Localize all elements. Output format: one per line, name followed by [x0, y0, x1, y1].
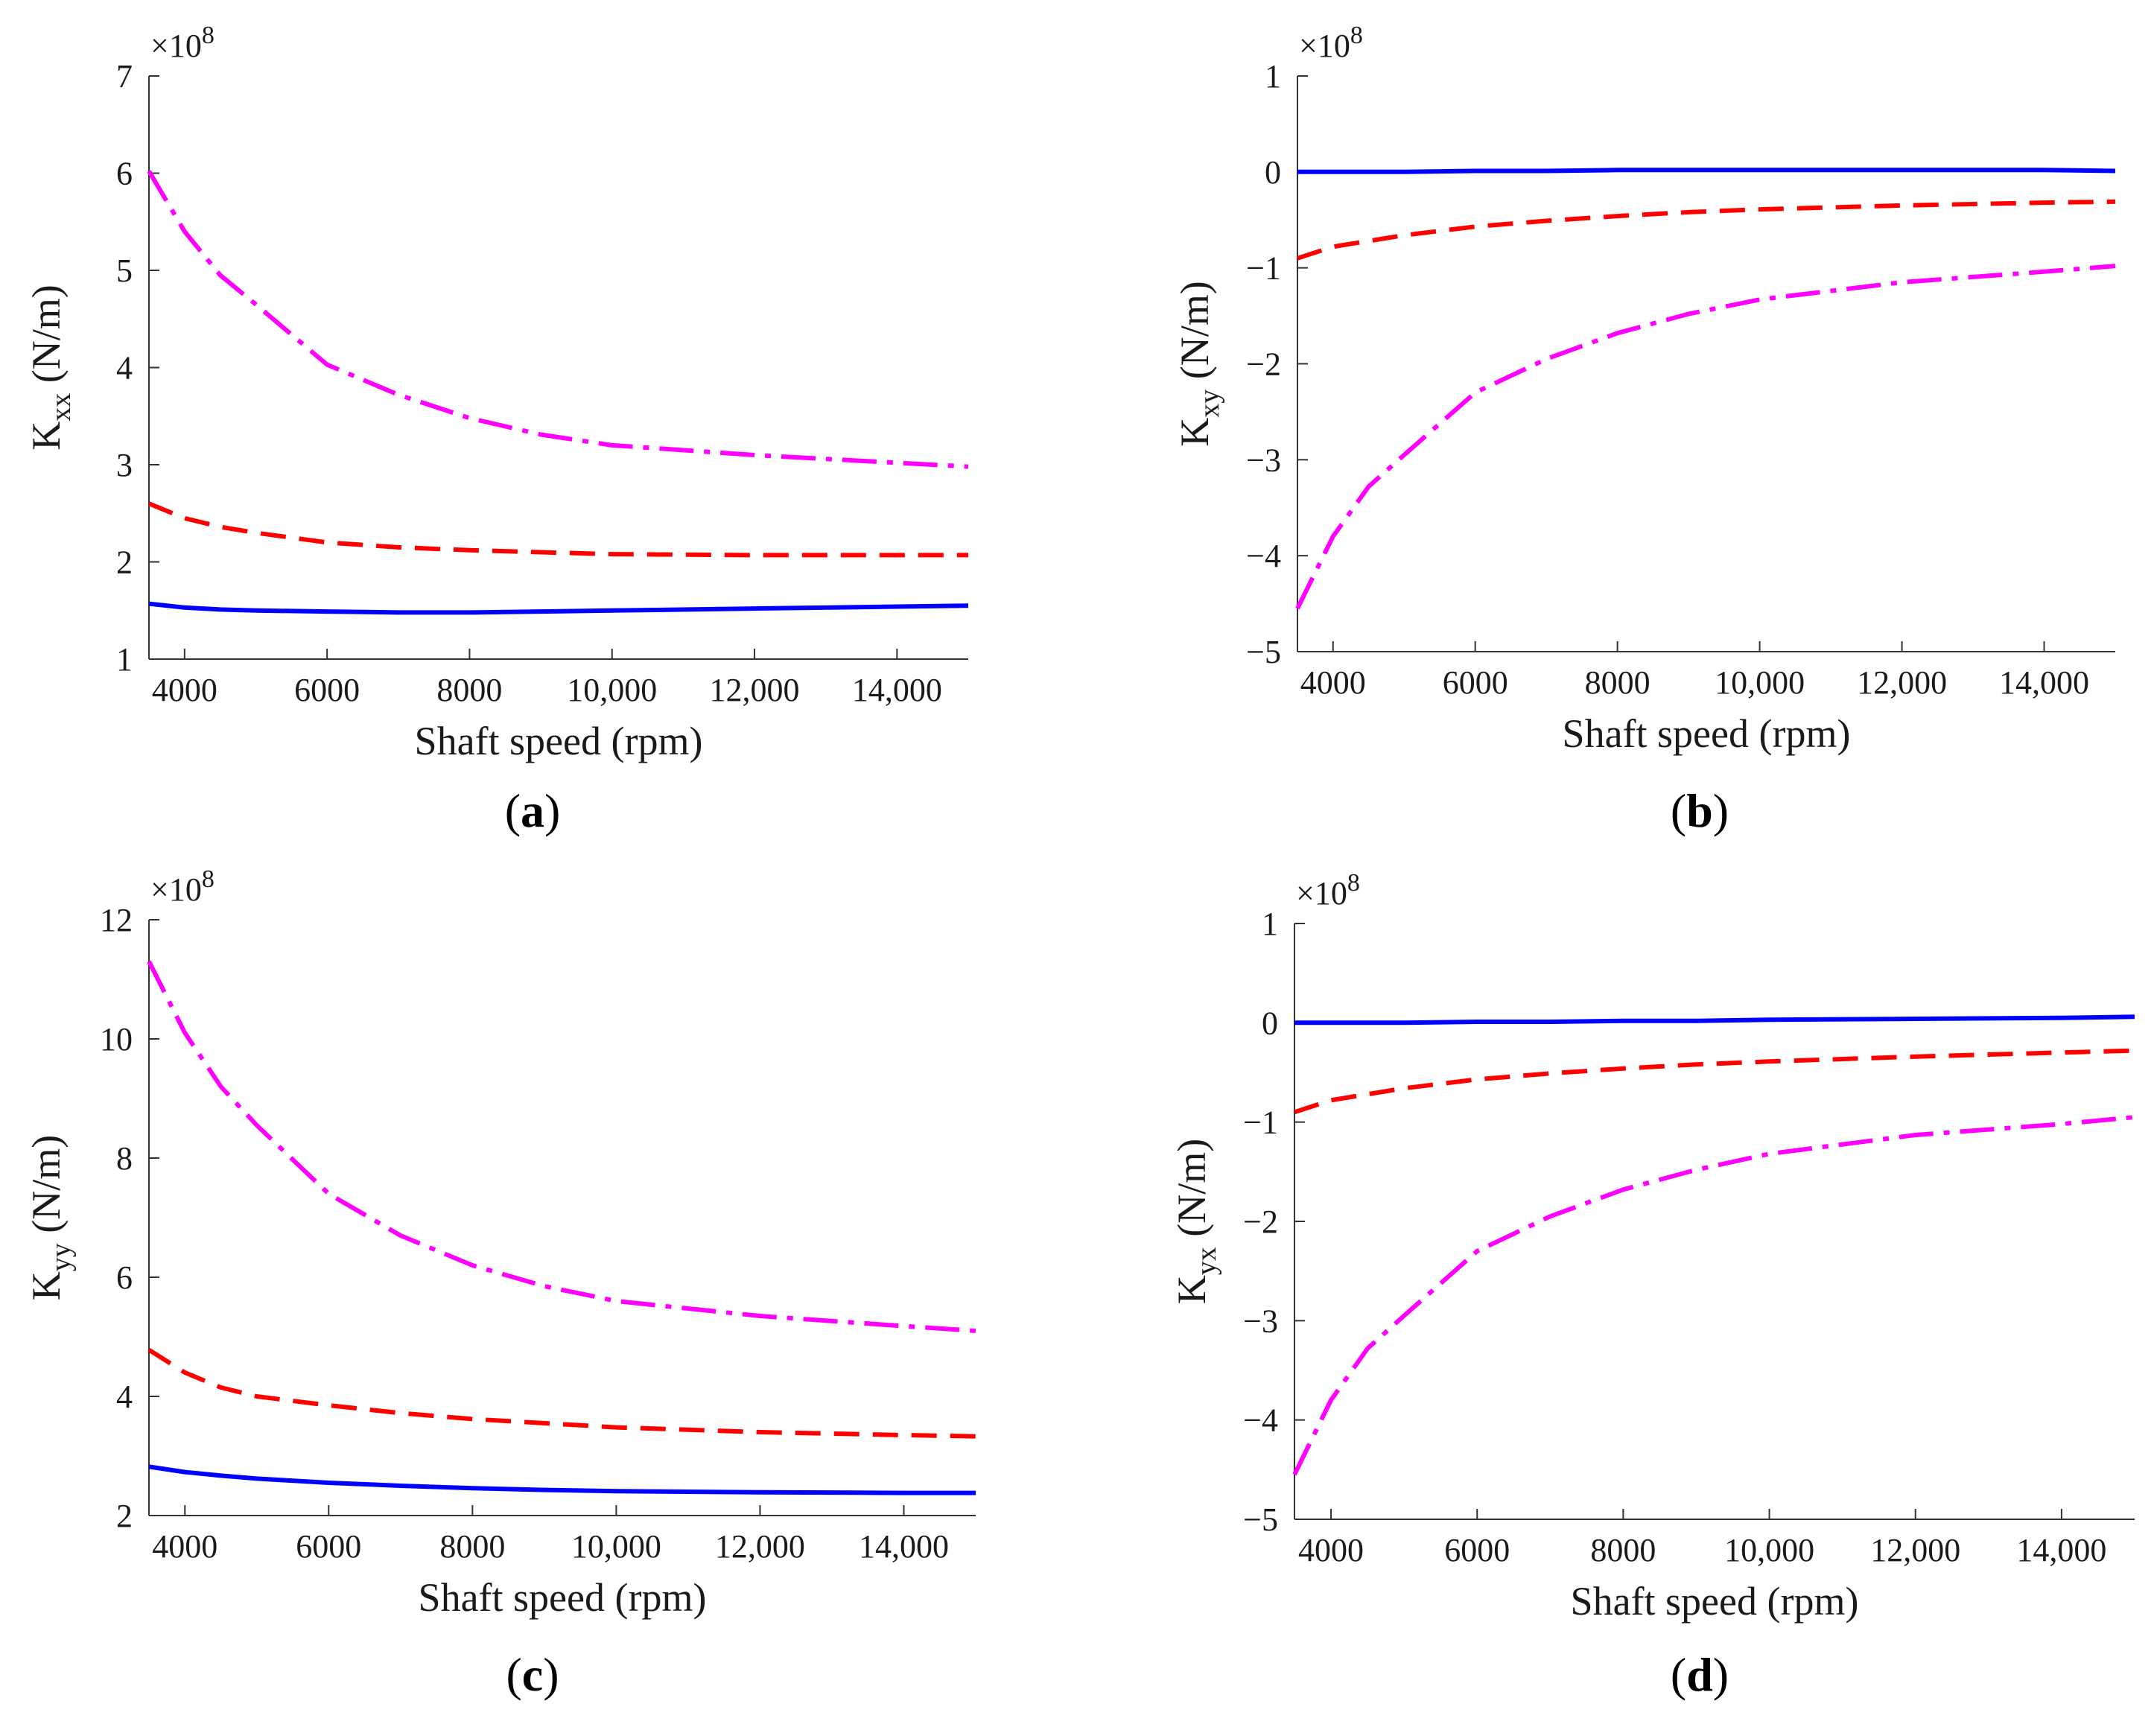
x-tick-label: 6000 — [294, 672, 360, 708]
chart-panel-c: 2 4 6 8 10 12 4000 6000 8000 10,000 12,000 14,000 ×1… — [24, 865, 976, 1701]
x-tick-label: 8000 — [1585, 664, 1650, 701]
x-tick-label: 12,000 — [1870, 1532, 1960, 1568]
x-tick-label: 14,000 — [1999, 664, 2089, 701]
series-line-dashdot — [1292, 1115, 2135, 1476]
x-tick-label: 14,000 — [2016, 1532, 2106, 1568]
panel-caption: (c) — [506, 1648, 559, 1701]
y-tick-label: 1 — [1262, 906, 1278, 942]
y-tick-label: 7 — [116, 58, 133, 95]
series-line-dashed — [1294, 1048, 2135, 1115]
axis-multiplier: ×108 — [150, 22, 215, 64]
x-tick-label: 14,000 — [852, 672, 942, 708]
series-line-dashdot — [147, 170, 969, 469]
x-tick-label: 6000 — [1444, 1532, 1510, 1568]
y-tick-label: 0 — [1265, 154, 1281, 191]
x-tick-label: 4000 — [1298, 1532, 1364, 1568]
chart-panel-d: 1 0 −1 −2 −3 −4 −5 4000 6000 8000 10,000 12,000 14,0… — [1169, 869, 2135, 1701]
x-tick-label: 6000 — [296, 1528, 361, 1565]
x-tick-label: 10,000 — [1724, 1532, 1814, 1568]
series-line-dashdot — [1295, 264, 2116, 610]
y-axis-label: Kxx (N/m) — [24, 284, 77, 450]
y-tick-label: −4 — [1246, 538, 1281, 574]
y-tick-label: −4 — [1243, 1402, 1278, 1439]
series-line-solid — [1297, 168, 2116, 174]
y-tick-label: −3 — [1246, 442, 1281, 478]
panel-caption: (a) — [505, 784, 561, 837]
y-tick-label: 6 — [116, 156, 133, 192]
x-tick-label: 4000 — [152, 672, 217, 708]
y-tick-label: 0 — [1262, 1005, 1278, 1041]
y-tick-label: −5 — [1246, 634, 1281, 670]
axis-multiplier: ×108 — [1299, 22, 1363, 64]
y-tick-label: 12 — [100, 902, 133, 938]
x-tick-label: 4000 — [1300, 664, 1366, 701]
x-axis-label: Shaft speed (rpm) — [1563, 711, 1851, 756]
y-tick-label: 2 — [116, 1498, 133, 1534]
panel-caption: (d) — [1671, 1648, 1729, 1701]
x-tick-label: 8000 — [439, 1528, 505, 1565]
series-line-solid — [148, 601, 969, 615]
x-tick-label: 10,000 — [571, 1528, 661, 1565]
y-axis-label: Kyx (N/m) — [1169, 1139, 1222, 1304]
series-line-dashed — [1297, 199, 2116, 261]
y-tick-label: 4 — [116, 350, 133, 387]
x-tick-label: 10,000 — [567, 672, 657, 708]
x-tick-label: 10,000 — [1715, 664, 1805, 701]
x-tick-label: 8000 — [1590, 1532, 1656, 1568]
y-tick-label: 6 — [116, 1259, 133, 1296]
y-tick-label: −1 — [1246, 250, 1281, 287]
y-tick-label: −1 — [1243, 1104, 1278, 1141]
y-tick-label: 2 — [116, 544, 133, 581]
y-tick-label: −2 — [1246, 346, 1281, 383]
y-axis-label: Kxy (N/m) — [1172, 281, 1225, 446]
y-tick-label: −5 — [1243, 1501, 1278, 1538]
x-tick-label: 6000 — [1443, 664, 1508, 701]
x-tick-label: 8000 — [436, 672, 502, 708]
chart-panel-a: 1 2 3 4 5 6 7 4000 6000 8000 10,000 12,000 14,000 ×10… — [24, 22, 969, 837]
y-tick-label: −2 — [1243, 1204, 1278, 1240]
x-tick-label: 12,000 — [710, 672, 800, 708]
x-axis-label: Shaft speed (rpm) — [419, 1575, 707, 1620]
x-axis-label: Shaft speed (rpm) — [415, 719, 703, 763]
x-tick-label: 12,000 — [1857, 664, 1947, 701]
x-tick-label: 14,000 — [859, 1528, 949, 1565]
y-tick-label: 1 — [1265, 58, 1281, 95]
y-tick-label: 10 — [100, 1021, 133, 1058]
y-tick-label: 5 — [116, 252, 133, 289]
y-axis-label: Kyy (N/m) — [24, 1135, 77, 1300]
axis-multiplier: ×108 — [1296, 869, 1360, 912]
panel-caption: (b) — [1671, 784, 1729, 837]
chart-panel-b: 1 0 −1 −2 −3 −4 −5 4000 6000 8000 10,000 12,000 14,0… — [1172, 22, 2116, 837]
series-line-dashdot — [147, 960, 976, 1333]
y-tick-label: 1 — [116, 641, 133, 678]
y-tick-label: 3 — [116, 447, 133, 483]
x-tick-label: 12,000 — [715, 1528, 805, 1565]
y-tick-label: 4 — [116, 1379, 133, 1415]
x-tick-label: 4000 — [152, 1528, 217, 1565]
x-axis-label: Shaft speed (rpm) — [1571, 1579, 1859, 1624]
axis-multiplier: ×108 — [150, 865, 215, 908]
y-tick-label: −3 — [1243, 1303, 1278, 1339]
series-line-dashed — [147, 501, 968, 558]
series-line-solid — [1294, 1014, 2135, 1026]
y-tick-label: 8 — [116, 1140, 133, 1177]
series-line-solid — [148, 1464, 976, 1495]
